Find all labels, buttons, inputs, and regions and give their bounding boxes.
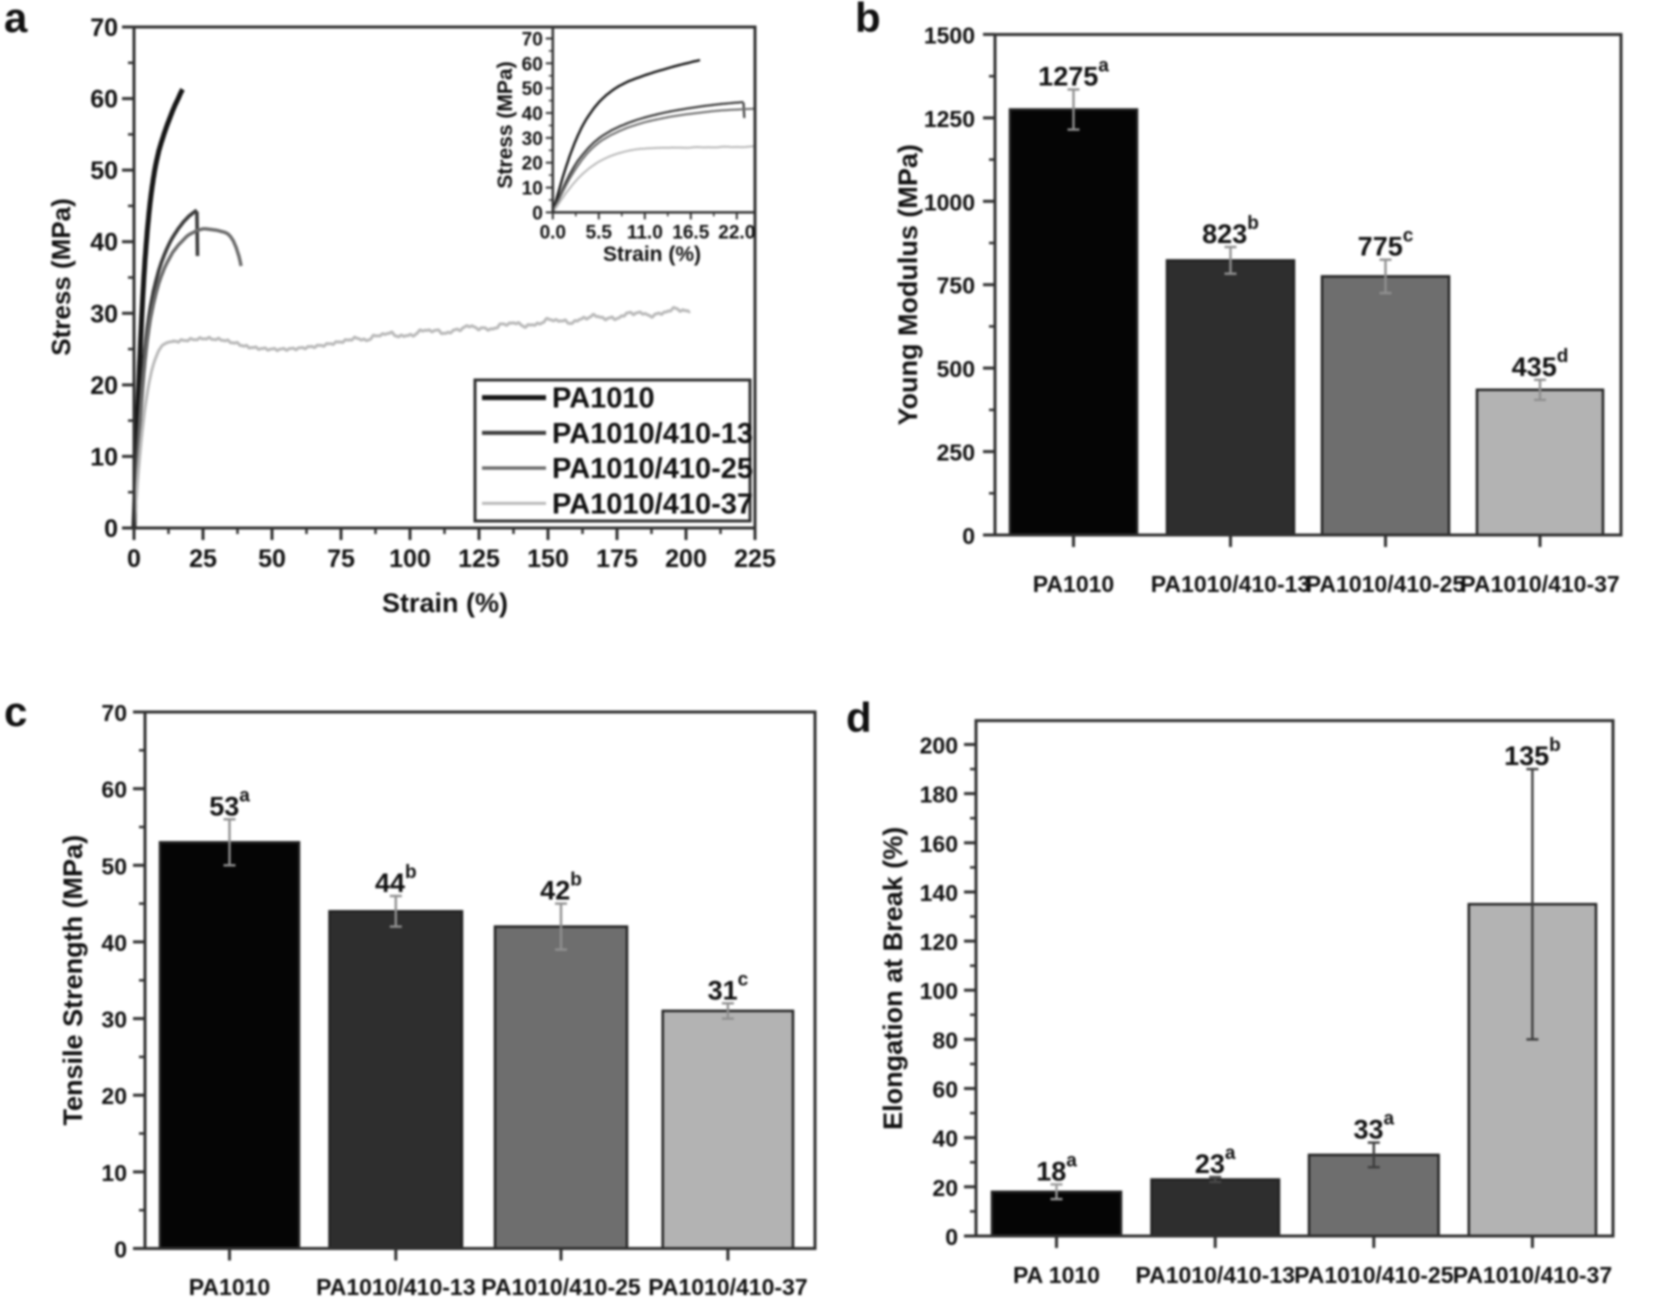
svg-text:Tensile Strength (MPa): Tensile Strength (MPa) [58, 835, 88, 1126]
svg-text:250: 250 [937, 440, 975, 466]
svg-text:20: 20 [522, 154, 543, 175]
svg-text:PA1010/410-25: PA1010/410-25 [552, 453, 753, 485]
svg-text:75: 75 [327, 545, 355, 573]
svg-text:10: 10 [522, 179, 543, 200]
svg-text:60: 60 [522, 54, 543, 75]
svg-text:30: 30 [101, 1007, 127, 1033]
svg-text:40: 40 [522, 104, 543, 125]
svg-text:50: 50 [101, 853, 127, 879]
svg-text:175: 175 [596, 545, 638, 573]
svg-text:31c: 31c [708, 969, 749, 1005]
svg-text:Stress (MPa): Stress (MPa) [46, 198, 76, 356]
svg-text:180: 180 [920, 782, 958, 808]
svg-text:d: d [846, 694, 872, 741]
svg-text:435d: 435d [1512, 346, 1569, 382]
svg-text:PA1010/410-13: PA1010/410-13 [1135, 1262, 1294, 1288]
svg-text:PA1010/410-37: PA1010/410-37 [552, 488, 753, 520]
svg-text:Young Modulus (MPa): Young Modulus (MPa) [893, 144, 923, 425]
svg-text:PA1010: PA1010 [552, 383, 655, 415]
svg-text:125: 125 [458, 545, 500, 573]
svg-text:1000: 1000 [924, 189, 975, 215]
svg-text:1500: 1500 [924, 22, 975, 48]
svg-text:40: 40 [932, 1126, 958, 1152]
svg-text:70: 70 [90, 14, 118, 42]
svg-text:20: 20 [90, 372, 118, 400]
svg-text:0: 0 [532, 203, 543, 224]
svg-text:40: 40 [90, 229, 118, 257]
svg-text:500: 500 [937, 356, 975, 382]
svg-text:100: 100 [389, 545, 431, 573]
svg-text:PA1010/410-13: PA1010/410-13 [1151, 571, 1310, 597]
svg-text:0: 0 [945, 1224, 958, 1250]
svg-text:1275a: 1275a [1038, 56, 1109, 92]
svg-text:80: 80 [932, 1027, 958, 1053]
svg-text:PA1010/410-25: PA1010/410-25 [1294, 1262, 1454, 1288]
svg-text:16.5: 16.5 [672, 222, 709, 243]
svg-text:20: 20 [932, 1175, 958, 1201]
svg-text:PA1010/410-13: PA1010/410-13 [316, 1274, 475, 1300]
svg-text:PA1010: PA1010 [1033, 571, 1114, 597]
svg-text:750: 750 [937, 273, 975, 299]
svg-text:1250: 1250 [924, 106, 975, 132]
svg-text:b: b [855, 0, 881, 41]
svg-text:Stress (MPa): Stress (MPa) [494, 61, 517, 188]
svg-text:0: 0 [114, 1237, 127, 1263]
svg-text:PA1010/410-13: PA1010/410-13 [552, 418, 753, 450]
svg-text:60: 60 [90, 86, 118, 114]
svg-text:200: 200 [665, 545, 707, 573]
svg-text:0: 0 [104, 515, 118, 543]
svg-text:10: 10 [90, 443, 118, 471]
svg-text:Strain (%): Strain (%) [603, 243, 701, 266]
svg-text:25: 25 [189, 545, 217, 573]
svg-text:0: 0 [962, 523, 975, 549]
svg-text:120: 120 [920, 929, 958, 955]
svg-text:11.0: 11.0 [627, 222, 663, 243]
svg-text:0.0: 0.0 [540, 222, 566, 243]
svg-text:70: 70 [101, 700, 127, 726]
svg-text:44b: 44b [375, 862, 417, 898]
svg-text:30: 30 [90, 300, 118, 328]
svg-text:60: 60 [101, 777, 127, 803]
svg-text:PA1010/410-37: PA1010/410-37 [1460, 571, 1619, 597]
svg-text:20: 20 [101, 1083, 127, 1109]
svg-text:70: 70 [522, 30, 543, 51]
svg-text:22.0: 22.0 [718, 222, 755, 243]
svg-text:30: 30 [522, 129, 543, 150]
svg-text:40: 40 [101, 930, 127, 956]
svg-text:160: 160 [920, 831, 958, 857]
svg-text:200: 200 [920, 733, 958, 759]
svg-text:23a: 23a [1195, 1143, 1236, 1179]
svg-text:100: 100 [920, 978, 958, 1004]
svg-text:Strain (%): Strain (%) [382, 588, 508, 618]
svg-text:PA1010/410-25: PA1010/410-25 [1306, 571, 1466, 597]
svg-text:PA1010: PA1010 [189, 1274, 270, 1300]
svg-text:50: 50 [258, 545, 286, 573]
svg-text:10: 10 [101, 1160, 127, 1186]
svg-text:a: a [4, 0, 28, 41]
svg-text:150: 150 [527, 545, 569, 573]
svg-text:140: 140 [920, 880, 958, 906]
svg-text:PA1010/410-37: PA1010/410-37 [648, 1274, 807, 1300]
svg-text:50: 50 [90, 157, 118, 185]
svg-text:50: 50 [522, 79, 543, 100]
svg-text:60: 60 [932, 1077, 958, 1103]
svg-text:225: 225 [734, 545, 776, 573]
svg-text:PA1010/410-37: PA1010/410-37 [1453, 1262, 1612, 1288]
svg-text:Elongation at Break (%): Elongation at Break (%) [878, 827, 908, 1130]
svg-text:c: c [4, 688, 27, 735]
svg-text:5.5: 5.5 [586, 222, 613, 243]
svg-text:PA1010/410-25: PA1010/410-25 [481, 1274, 641, 1300]
svg-text:PA 1010: PA 1010 [1013, 1262, 1100, 1288]
svg-text:0: 0 [127, 545, 141, 573]
